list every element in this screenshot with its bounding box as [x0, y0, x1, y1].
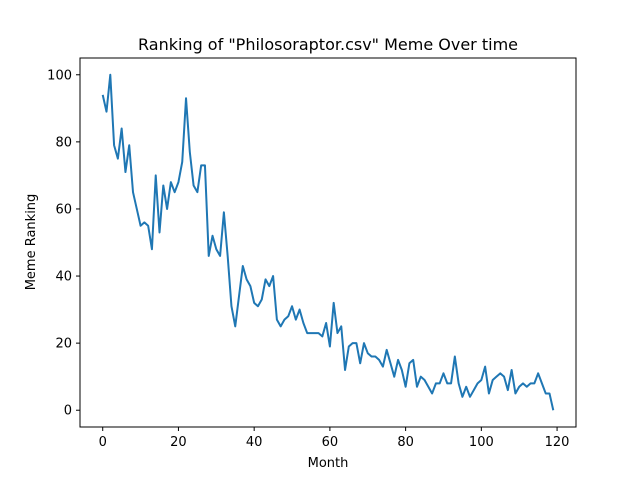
y-tick-label: 40	[55, 270, 72, 285]
x-axis: 0 20 40 60 80 100 120	[99, 427, 570, 450]
series-line-0	[101, 73, 555, 411]
x-tick-label: 100	[469, 435, 494, 450]
y-axis-label: Meme Ranking	[24, 194, 39, 291]
y-tick-label: 80	[55, 135, 72, 150]
x-tick-label: 40	[246, 435, 263, 450]
x-tick-label: 80	[397, 435, 414, 450]
y-tick-label: 60	[55, 202, 72, 217]
y-axis: 0 20 40 60 80 100	[47, 68, 80, 419]
chart-title: Ranking of "Philosoraptor.csv" Meme Over…	[138, 35, 518, 54]
axes-frame	[79, 57, 577, 428]
x-tick-label: 120	[545, 435, 570, 450]
y-tick-label: 20	[55, 337, 72, 352]
x-tick-label: 60	[322, 435, 339, 450]
y-tick-label: 0	[64, 404, 72, 419]
x-axis-label: Month	[308, 456, 349, 471]
x-tick-label: 20	[170, 435, 187, 450]
y-tick-label: 100	[47, 68, 72, 83]
plot-area	[101, 73, 555, 411]
x-tick-label: 0	[99, 435, 107, 450]
